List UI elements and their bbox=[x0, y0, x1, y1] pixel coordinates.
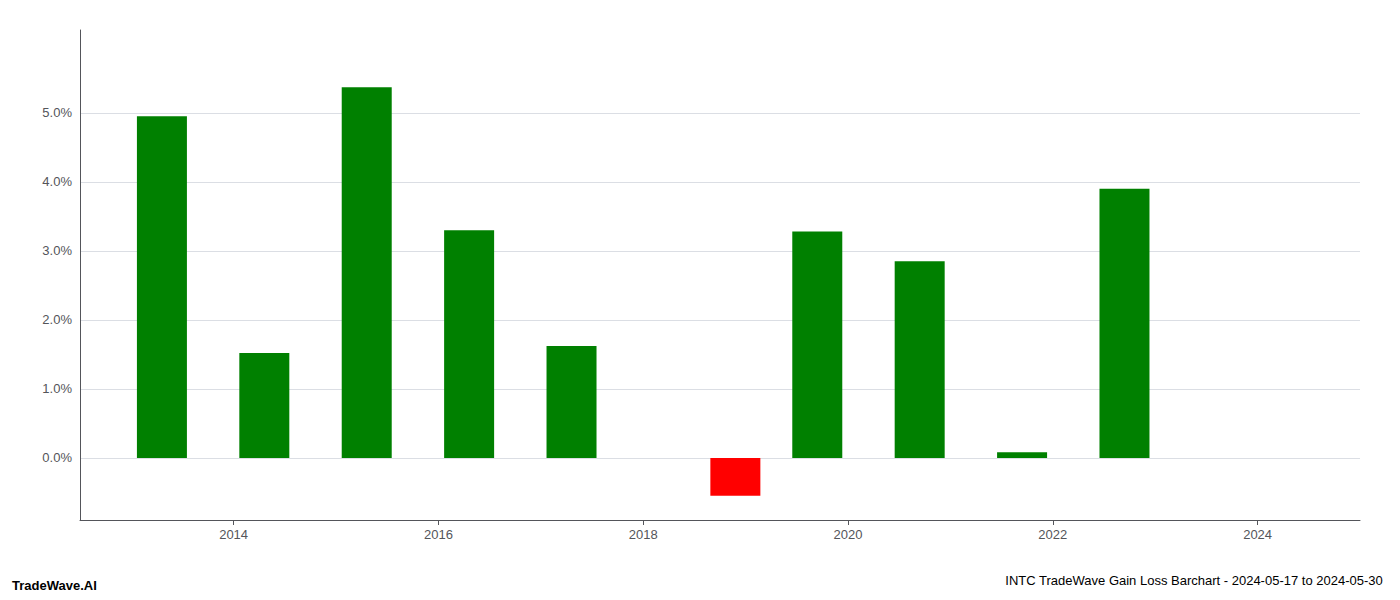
svg-text:5.0%: 5.0% bbox=[42, 105, 72, 120]
svg-text:2014: 2014 bbox=[219, 527, 248, 542]
svg-text:4.0%: 4.0% bbox=[42, 174, 72, 189]
svg-text:3.0%: 3.0% bbox=[42, 243, 72, 258]
svg-text:INTC TradeWave Gain Loss Barch: INTC TradeWave Gain Loss Barchart - 2024… bbox=[1005, 573, 1382, 588]
svg-text:2024: 2024 bbox=[1243, 527, 1272, 542]
svg-text:2022: 2022 bbox=[1038, 527, 1067, 542]
svg-text:TradeWave.AI: TradeWave.AI bbox=[12, 578, 97, 593]
svg-text:0.0%: 0.0% bbox=[42, 450, 72, 465]
svg-text:2016: 2016 bbox=[424, 527, 453, 542]
svg-text:2.0%: 2.0% bbox=[42, 312, 72, 327]
svg-text:2020: 2020 bbox=[834, 527, 863, 542]
svg-text:2018: 2018 bbox=[629, 527, 658, 542]
svg-text:1.0%: 1.0% bbox=[42, 381, 72, 396]
